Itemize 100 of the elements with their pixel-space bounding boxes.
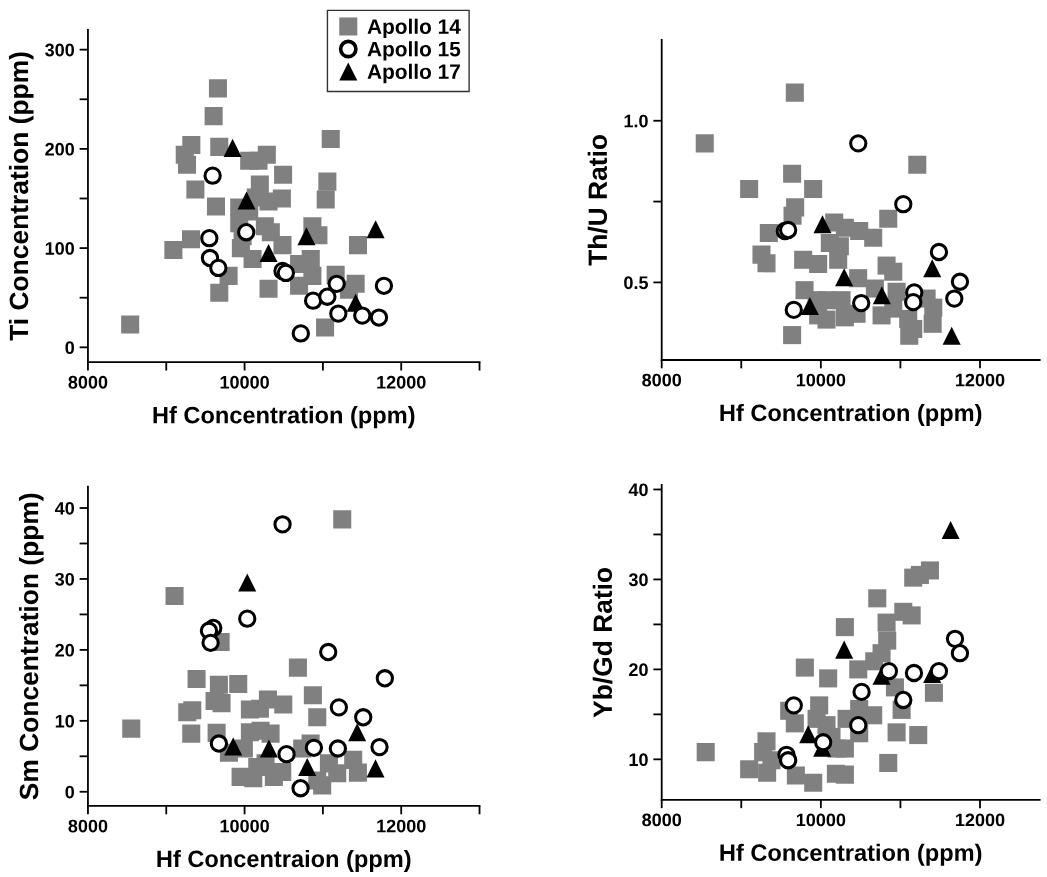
point [884,262,903,281]
point [757,254,776,273]
point [894,194,913,214]
point [785,714,804,733]
point [758,763,777,782]
point [200,229,219,248]
x-tick-label: 12000 [377,375,426,389]
point [261,724,280,743]
point [348,763,367,782]
point [298,757,317,776]
point [783,326,802,345]
y-tick-label: 1.0 [624,114,648,128]
point [929,242,949,262]
point [878,631,897,650]
point [273,236,292,255]
point [366,220,385,239]
y-tick-label: 100 [45,242,75,255]
x-axis-title: Hf Concentration (ppm) [720,843,982,866]
point [318,172,337,191]
point [182,724,201,743]
point [740,760,759,779]
point [786,766,805,785]
point [201,633,220,652]
x-tick-label: 10000 [220,375,269,389]
point [832,291,851,310]
y-tick-label: 10 [629,753,648,767]
y-axis-title: Yb/Gd Ratio [592,567,613,718]
point [908,155,927,174]
x-tick-label: 12000 [377,819,426,833]
point [941,520,960,539]
point [313,776,332,795]
point [208,79,227,98]
point [835,618,854,637]
point [783,164,802,183]
point [804,179,823,198]
point [291,779,310,798]
point [778,220,798,240]
point [375,669,395,688]
point [923,314,942,333]
point [835,765,854,784]
point [274,695,293,714]
point [212,694,231,713]
point [276,263,296,283]
x-axis-title: Hf Concentration (ppm) [153,406,415,429]
point [237,223,256,242]
point [277,745,296,764]
point [950,272,970,291]
point [852,293,871,313]
point [849,660,868,679]
y-tick-label: 0 [65,341,75,355]
point [348,236,368,255]
point [303,266,322,285]
legend-label: Apollo 17 [367,63,460,84]
point [321,129,340,148]
point [900,326,919,345]
point [301,249,320,269]
point [303,686,322,705]
point [237,191,256,210]
x-tick-label: 12000 [956,813,1005,827]
point [872,286,891,305]
point [817,310,836,329]
point [210,137,229,156]
y-tick-label: 200 [45,142,75,156]
y-tick-label: 0.5 [624,276,649,290]
point [835,739,854,758]
point [879,753,898,772]
point [809,254,828,273]
point [209,675,228,694]
point [250,699,269,718]
point [348,723,367,742]
y-tick-label: 300 [45,43,75,57]
y-tick-label: 10 [55,714,75,728]
y-axis-title: Ti Concentration (ppm) [8,52,34,341]
x-tick-label: 10000 [220,819,269,833]
point [259,739,278,758]
point [187,669,206,689]
x-tick-label: 8000 [642,373,682,387]
point [819,669,838,688]
point [369,308,389,327]
point [329,304,348,323]
point [945,289,964,308]
point [304,738,324,757]
point [864,706,883,725]
y-axis-title: Sm Concentration (ppm) [18,493,44,800]
point [902,606,921,625]
point [849,269,868,288]
y-tick-label: 20 [629,663,648,677]
point [122,719,141,738]
point [804,773,823,792]
x-tick-label: 8000 [642,813,682,827]
point [224,737,243,756]
point [696,743,715,762]
point [795,658,814,677]
point [209,734,229,753]
x-tick-label: 8000 [68,375,108,389]
point [291,324,310,343]
point [879,209,898,228]
point [203,166,222,185]
x-axis-title: Hf Concentration (ppm) [720,403,982,426]
point [904,292,923,312]
